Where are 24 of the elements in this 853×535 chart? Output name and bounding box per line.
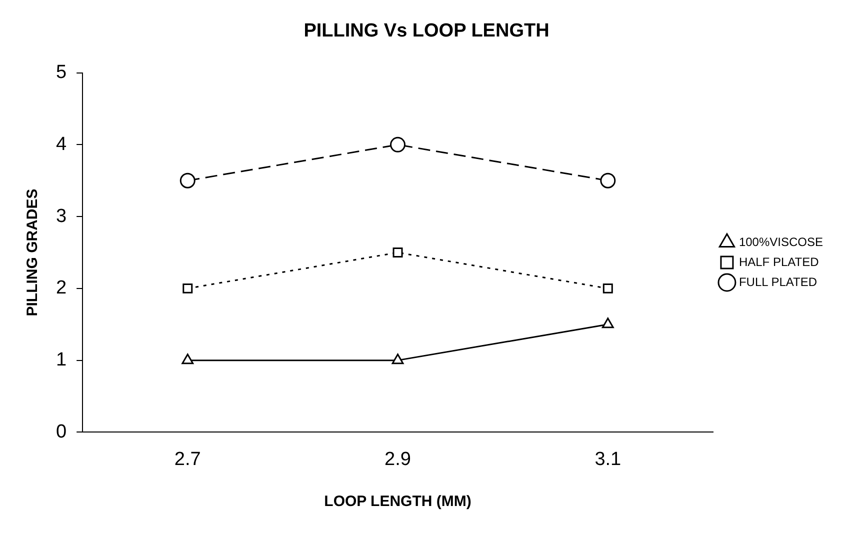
y-tick-label: 0 xyxy=(56,421,67,442)
x-tick-label: 2.9 xyxy=(384,448,411,470)
point xyxy=(602,318,614,328)
point xyxy=(182,354,194,364)
legend-label: HALF PLATED xyxy=(738,254,820,269)
legend-label: FULL PLATED xyxy=(738,274,818,289)
x-axis-title: LOOP LENGTH (MM) xyxy=(324,493,472,510)
chart-title: PILLING Vs LOOP LENGTH xyxy=(304,20,550,42)
x-tick-label: 3.1 xyxy=(594,448,622,470)
y-tick-label: 1 xyxy=(56,350,67,371)
y-axis-title: PILLING GRADES xyxy=(24,188,42,316)
point xyxy=(392,354,404,364)
y-tick-label: 5 xyxy=(56,62,67,84)
point xyxy=(180,172,196,188)
point xyxy=(182,283,193,294)
point xyxy=(602,283,613,294)
y-tick-label: 3 xyxy=(56,206,67,227)
y-tick-label: 2 xyxy=(56,278,67,299)
point xyxy=(390,136,406,152)
legend-label: 100%VISCOSE xyxy=(738,234,824,249)
point xyxy=(392,248,403,258)
point xyxy=(600,172,616,188)
x-tick-label: 2.7 xyxy=(174,448,201,470)
y-tick-label: 4 xyxy=(56,134,67,155)
